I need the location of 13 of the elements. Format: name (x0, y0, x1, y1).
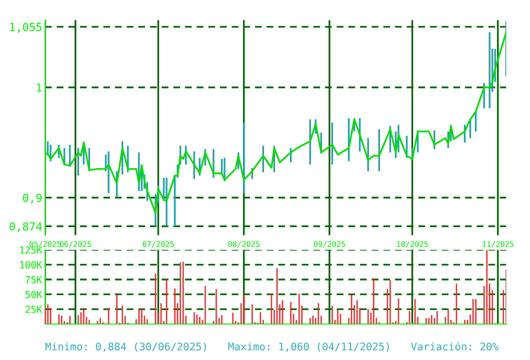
y-tick-label: 1,055 (10, 22, 42, 33)
text: Variación: 20% (411, 342, 498, 350)
y-tick-label: 1 (36, 84, 42, 92)
y-tick-label: 25K (25, 306, 42, 314)
text: Minimo: 0,884 (30/06/2025) (45, 342, 206, 352)
y-tick-label: 75K (25, 276, 42, 284)
text: Maximo: 1,060 (04/11/2025) (228, 342, 389, 352)
y-tick-label: 0,9 (22, 194, 42, 204)
y-tick-label: 50K (25, 290, 42, 298)
line-series (45, 31, 506, 214)
y-tick-label: 125K (20, 246, 42, 254)
y-tick-label: 100K (20, 261, 42, 269)
y-tick-label: 0,874 (10, 222, 42, 232)
